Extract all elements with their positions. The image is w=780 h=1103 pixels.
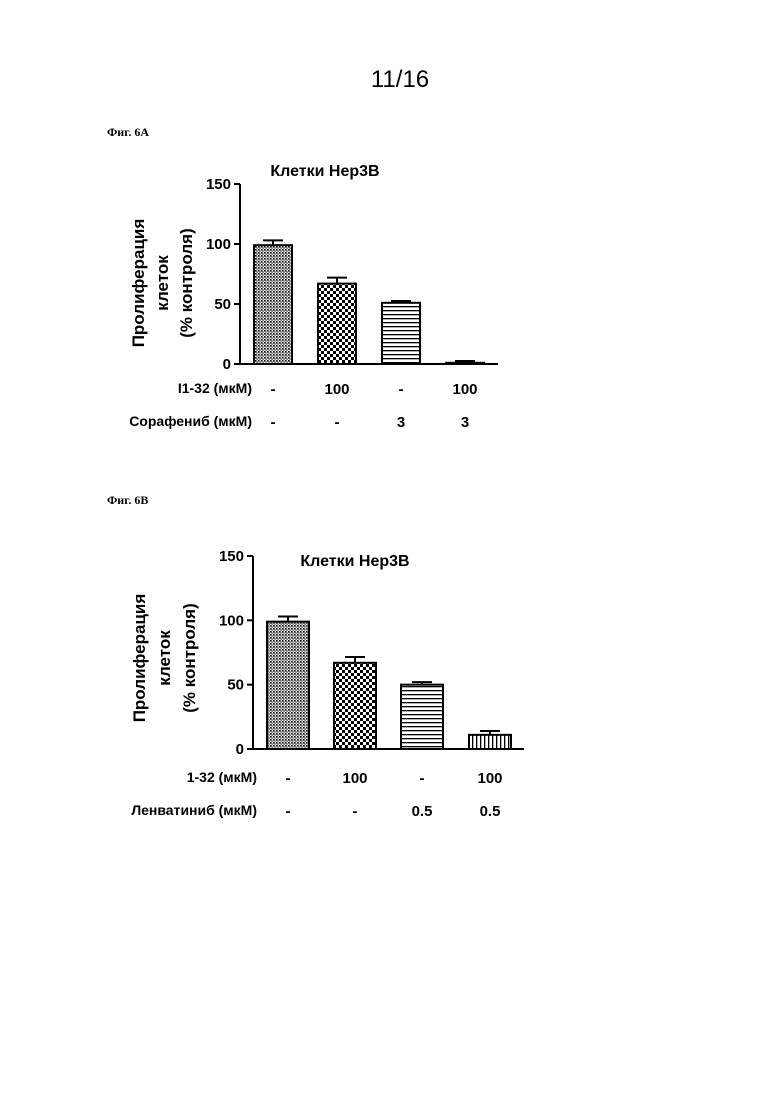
bar xyxy=(382,303,420,364)
condition-value: 3 xyxy=(397,414,405,431)
y-axis-label: (% контроля) xyxy=(177,228,196,338)
y-tick-label: 150 xyxy=(219,548,244,565)
condition-value: 100 xyxy=(477,770,502,787)
page-number: 11/16 xyxy=(0,66,780,94)
chart-6b: Клетки Hep3B Пролиферация клеток (% контрол… xyxy=(0,538,780,838)
condition-label: I1-32 (мкМ) xyxy=(178,380,252,396)
bar xyxy=(401,685,443,749)
condition-value: - xyxy=(271,414,276,431)
condition-value: - xyxy=(286,770,291,787)
y-tick-label: 50 xyxy=(227,677,244,694)
y-tick-label: 100 xyxy=(219,612,244,629)
chart-6a: Клетки Hep3B Пролиферация клеток (% контрол… xyxy=(0,150,780,450)
figure-6b-label: Фиг. 6В xyxy=(107,493,148,508)
condition-value: 100 xyxy=(452,381,477,398)
bar xyxy=(469,735,511,749)
y-tick-label: 50 xyxy=(214,296,231,313)
condition-value: - xyxy=(271,381,276,398)
y-tick-label: 0 xyxy=(236,741,244,758)
chart-title: Клетки Hep3B xyxy=(270,163,379,180)
condition-value: - xyxy=(420,770,425,787)
condition-label: Ленватиниб (мкМ) xyxy=(131,802,257,818)
condition-value: - xyxy=(399,381,404,398)
y-axis-label: клеток xyxy=(155,630,174,686)
bar xyxy=(446,363,484,364)
condition-value: - xyxy=(353,803,358,820)
y-axis-label: Пролиферация xyxy=(130,594,149,723)
condition-value: 0.5 xyxy=(412,803,433,820)
bar xyxy=(254,245,292,364)
condition-label: Сорафениб (мкМ) xyxy=(129,413,252,429)
condition-value: 3 xyxy=(461,414,469,431)
y-axis-label: (% контроля) xyxy=(180,603,199,713)
condition-label: 1-32 (мкМ) xyxy=(187,769,257,785)
condition-value: 100 xyxy=(342,770,367,787)
y-tick-label: 150 xyxy=(206,176,231,193)
figure-6a-label: Фиг. 6А xyxy=(107,125,149,140)
bar xyxy=(334,663,376,749)
y-tick-label: 100 xyxy=(206,236,231,253)
bar xyxy=(267,622,309,749)
bar xyxy=(318,284,356,364)
condition-value: 100 xyxy=(324,381,349,398)
y-axis-label: клеток xyxy=(153,255,172,311)
y-tick-label: 0 xyxy=(223,356,231,373)
chart-title: Клетки Hep3B xyxy=(300,553,409,570)
condition-value: - xyxy=(335,414,340,431)
condition-value: 0.5 xyxy=(480,803,501,820)
y-axis-label: Пролиферация xyxy=(129,219,148,348)
condition-value: - xyxy=(286,803,291,820)
